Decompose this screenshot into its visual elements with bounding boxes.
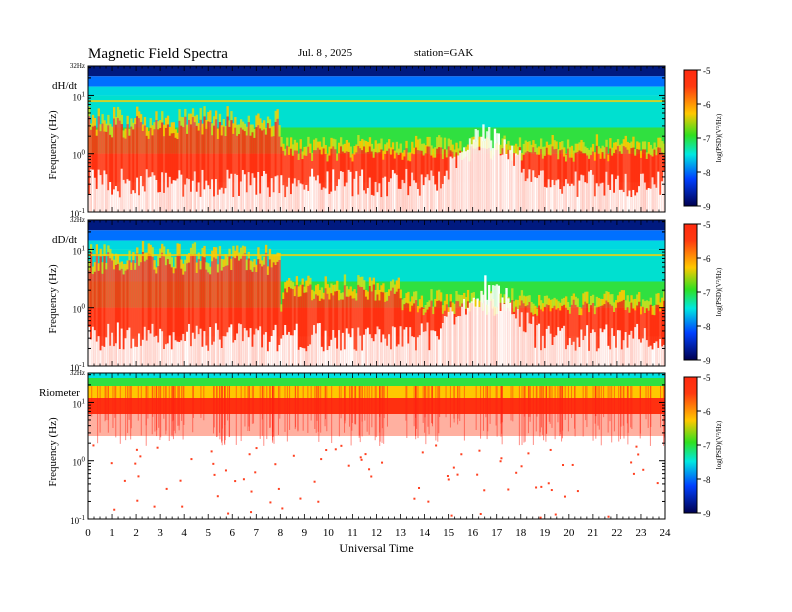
colorbar-tick-label: -5 [703, 66, 711, 76]
panel-name: Riometer [39, 387, 80, 399]
x-tick-label: 14 [419, 527, 431, 539]
colorbar: -5 -6 -7 -8 -9 log(PSD)(V²/Hz) [683, 373, 723, 519]
x-tick-label: 5 [205, 527, 211, 539]
panel-name: dD/dt [52, 234, 77, 246]
panel-name: dH/dt [52, 80, 77, 92]
x-tick-label: 19 [539, 527, 551, 539]
x-tick-label: 15 [443, 527, 455, 539]
x-tick-label: 20 [563, 527, 575, 539]
colorbar-label: log(PSD)(V²/Hz) [715, 267, 723, 316]
x-tick-label: 22 [611, 527, 622, 539]
x-tick-label: 24 [660, 527, 672, 539]
station-label: station=GAK [414, 47, 474, 59]
spectrogram-image [88, 66, 666, 212]
y-tick-label: 10-1 [70, 207, 85, 219]
colorbar-tick-label: -7 [703, 288, 711, 298]
y-tick-label: 101 [73, 397, 86, 409]
y-axis-label: Frequency (Hz) [47, 417, 59, 487]
y-axis-label: Frequency (Hz) [47, 110, 59, 180]
colorbar-tick-label: -8 [703, 322, 711, 332]
x-tick-label: 9 [302, 527, 308, 539]
x-tick-label: 0 [85, 527, 91, 539]
x-tick-label: 16 [467, 527, 479, 539]
spectrogram-image [88, 220, 666, 366]
colorbar: -5 -6 -7 -8 -9 log(PSD)(V²/Hz) [683, 220, 723, 366]
x-tick-label: 21 [587, 527, 598, 539]
x-tick-label: 8 [278, 527, 284, 539]
x-tick-label: 6 [230, 527, 236, 539]
y-tick-label: 101 [73, 90, 86, 102]
x-tick-label: 11 [347, 527, 358, 539]
y-tick-label: 100 [73, 149, 86, 161]
y-tick-label: 32Hz [70, 62, 85, 70]
colorbar: -5 -6 -7 -8 -9 log(PSD)(V²/Hz) [683, 66, 723, 212]
colorbar-tick-label: -5 [703, 373, 711, 383]
spectrogram-panel-3: 32Hz 101 100 10-1 Frequency (Hz) Riometer -5 -6… [39, 369, 723, 526]
colorbar-tick-label: -9 [703, 509, 711, 519]
colorbar-tick-label: -7 [703, 441, 711, 451]
colorbar-tick-label: -5 [703, 220, 711, 230]
y-tick-label: 10-1 [70, 361, 85, 373]
x-tick-label: 3 [157, 527, 163, 539]
x-tick-label: 7 [254, 527, 260, 539]
colorbar-label: log(PSD)(V²/Hz) [715, 420, 723, 469]
x-axis-label: Universal Time [339, 541, 413, 555]
y-axis-label: Frequency (Hz) [47, 264, 59, 334]
x-tick-label: 10 [323, 527, 335, 539]
x-tick-label: 13 [395, 527, 407, 539]
x-tick-label: 23 [635, 527, 647, 539]
colorbar-tick-label: -6 [703, 407, 711, 417]
y-tick-label: 32Hz [70, 369, 85, 377]
chart-title: Magnetic Field Spectra [88, 46, 228, 62]
colorbar-tick-label: -7 [703, 134, 711, 144]
spectrogram-image [88, 373, 666, 519]
colorbar-tick-label: -6 [703, 100, 711, 110]
colorbar-tick-label: -9 [703, 356, 711, 366]
x-tick-label: 18 [515, 527, 527, 539]
y-tick-label: 101 [73, 244, 86, 256]
colorbar-label: log(PSD)(V²/Hz) [715, 113, 723, 162]
chart-date: Jul. 8 , 2025 [298, 47, 353, 59]
x-tick-label: 12 [371, 527, 382, 539]
colorbar-tick-label: -8 [703, 475, 711, 485]
x-tick-label: 4 [181, 527, 187, 539]
y-tick-label: 32Hz [70, 216, 85, 224]
colorbar-tick-label: -8 [703, 168, 711, 178]
x-tick-label: 1 [109, 527, 115, 539]
y-tick-label: 100 [73, 456, 86, 468]
x-tick-label: 17 [491, 527, 503, 539]
colorbar-tick-label: -6 [703, 254, 711, 264]
x-tick-label: 2 [133, 527, 139, 539]
y-tick-label: 10-1 [70, 514, 85, 526]
colorbar-tick-label: -9 [703, 202, 711, 212]
y-tick-label: 100 [73, 303, 86, 315]
